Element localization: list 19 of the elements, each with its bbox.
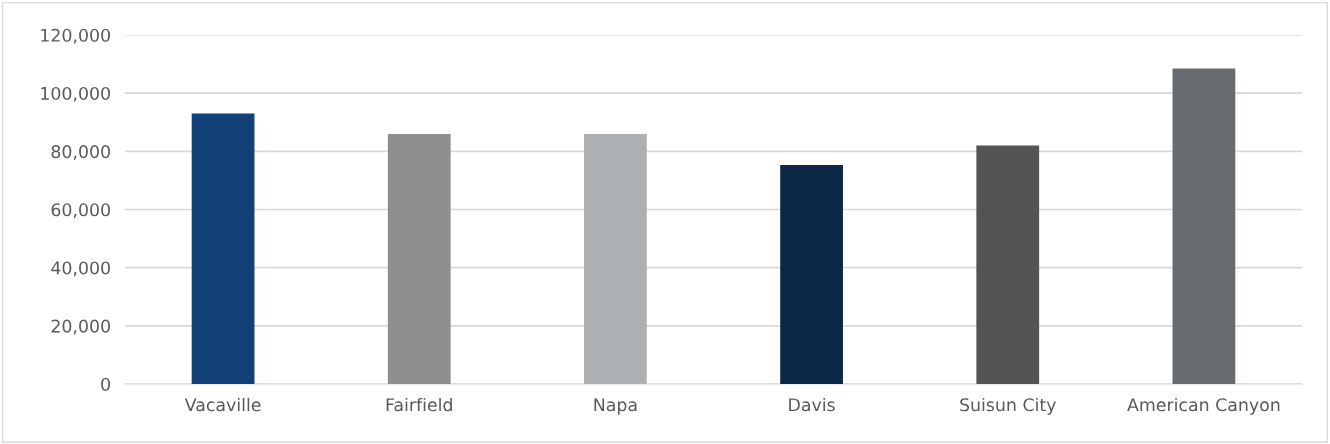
x-tick-label: American Canyon [1127,397,1280,415]
y-tick-label: 100,000 [41,86,110,102]
bar [191,113,255,384]
x-tick-label: Davis [789,397,835,412]
y-tick-label: 60,000 [51,203,110,219]
bar [584,133,647,384]
y-tick-label: 20,000 [51,319,110,335]
y-tick-label: 80,000 [51,145,110,160]
bar [387,133,451,384]
y-tick-label: 120,000 [41,28,110,44]
x-tick-label: Fairfield [386,397,452,412]
bar [976,145,1040,384]
x-tick-label: Napa [594,398,637,415]
x-tick-label: Suisun City [960,397,1056,415]
bar [780,165,843,384]
y-tick-label: 0 [101,377,110,391]
x-tick-label: Vacaville [184,397,261,412]
y-tick-label: 40,000 [51,261,110,277]
bar [1172,68,1236,384]
